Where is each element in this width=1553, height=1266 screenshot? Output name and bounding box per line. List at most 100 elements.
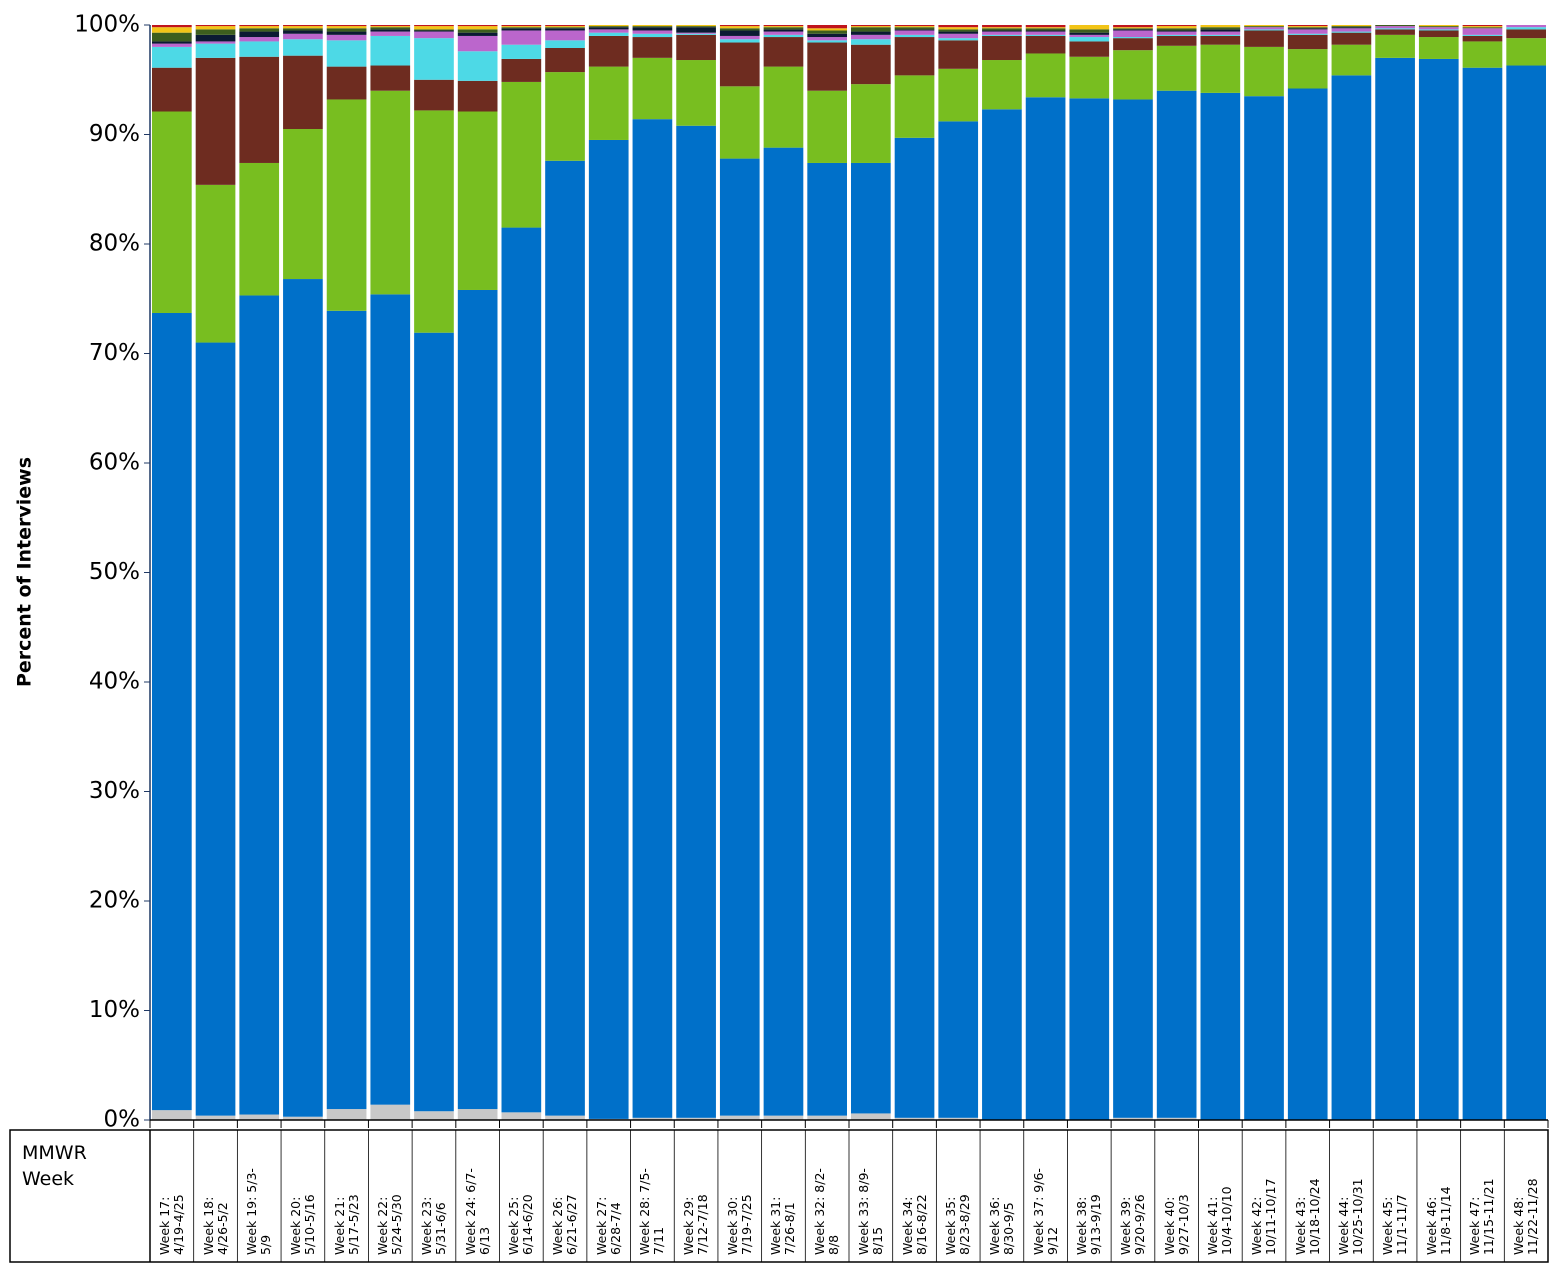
bar-segment bbox=[370, 294, 411, 1105]
bar-segment bbox=[807, 1115, 847, 1120]
bar-segment bbox=[1375, 25, 1415, 27]
bar-segment bbox=[1418, 58, 1459, 1121]
bar-segment bbox=[545, 160, 585, 1116]
bar-segment bbox=[326, 66, 367, 100]
bar-segment bbox=[1287, 34, 1328, 50]
bar-segment bbox=[501, 30, 542, 45]
x-tick-label: Week 23: 5/31-6/6 bbox=[418, 1196, 448, 1255]
bar-segment bbox=[1069, 37, 1110, 42]
bar-segment bbox=[763, 26, 804, 28]
bar-segment bbox=[938, 68, 979, 122]
x-tick-label: Week 45: 11/1-11/7 bbox=[1380, 1194, 1410, 1255]
x-tick-label: Week 18: 4/26-5/2 bbox=[200, 1196, 230, 1255]
bar-segment bbox=[152, 67, 192, 112]
bar-segment bbox=[545, 26, 585, 28]
bar-segment bbox=[195, 29, 236, 35]
bar-segment bbox=[1287, 49, 1328, 89]
bar-segment bbox=[1025, 31, 1066, 35]
bar-segment bbox=[807, 40, 847, 43]
bar-segment bbox=[239, 28, 280, 32]
bar-segment bbox=[938, 38, 979, 41]
bar-segment bbox=[326, 34, 367, 41]
bar-segment bbox=[851, 34, 891, 40]
bar-segment bbox=[1418, 30, 1459, 38]
bar-segment bbox=[1069, 25, 1110, 30]
bar-segment bbox=[632, 37, 673, 58]
bar-segment bbox=[938, 25, 979, 28]
bar-segment bbox=[938, 33, 979, 39]
bar-segment bbox=[938, 31, 979, 34]
bar-segment bbox=[894, 37, 935, 76]
bar-segment bbox=[1156, 31, 1197, 35]
bar-segment bbox=[632, 25, 673, 27]
bar-segment bbox=[938, 1117, 979, 1120]
bar-segment bbox=[632, 26, 673, 28]
bar-segment bbox=[676, 34, 716, 61]
bar-segment bbox=[1506, 25, 1546, 28]
bar-segment bbox=[807, 25, 847, 29]
bar-segment bbox=[1418, 25, 1459, 27]
bar-segment bbox=[719, 42, 760, 87]
x-tick-label: Week 42: 10/11-10/17 bbox=[1249, 1178, 1279, 1255]
bar-segment bbox=[1200, 34, 1241, 36]
bar-segment bbox=[1113, 28, 1153, 30]
bar-segment bbox=[283, 39, 323, 56]
bar-segment bbox=[326, 1109, 367, 1120]
bar-segment bbox=[501, 227, 542, 1113]
bar-segment bbox=[1156, 30, 1197, 32]
bar-segment bbox=[1244, 26, 1284, 28]
bar-segment bbox=[283, 33, 323, 40]
bar-segment bbox=[851, 27, 891, 32]
bar-segment bbox=[414, 30, 454, 32]
bar-segment bbox=[851, 31, 891, 35]
bar-segment bbox=[152, 46, 192, 68]
bar-segment bbox=[1331, 26, 1372, 28]
bar-segment bbox=[414, 31, 454, 39]
bar-segment bbox=[632, 57, 673, 120]
bar-segment bbox=[588, 139, 629, 1119]
bar-segment bbox=[1200, 25, 1241, 28]
bar-segment bbox=[719, 35, 760, 40]
bar-segment bbox=[894, 34, 935, 38]
bar-segment bbox=[982, 109, 1022, 1120]
x-tick-label: Week 39: 9/20-9/26 bbox=[1117, 1194, 1147, 1255]
bar-segment bbox=[938, 27, 979, 30]
bar-segment bbox=[1113, 50, 1153, 100]
bar-segment bbox=[195, 342, 236, 1116]
bar-segment bbox=[1418, 29, 1459, 31]
x-tick-label: Week 35: 8/23-8/29 bbox=[943, 1194, 973, 1255]
x-tick-label: Week 31: 7/26-8/1 bbox=[768, 1196, 798, 1255]
bar-segment bbox=[1156, 34, 1197, 36]
bar-segment bbox=[807, 37, 847, 41]
bar-segment bbox=[938, 121, 979, 1118]
bar-segment bbox=[588, 29, 629, 33]
y-tick-label: 80% bbox=[89, 231, 140, 257]
x-tick-label: Week 38: 9/13-9/19 bbox=[1074, 1194, 1104, 1255]
bar-segment bbox=[457, 289, 498, 1110]
bar-segment bbox=[938, 29, 979, 32]
bar-segment bbox=[501, 26, 542, 28]
bar-segment bbox=[457, 51, 498, 81]
bar-segment bbox=[1331, 27, 1372, 29]
bar-segment bbox=[632, 30, 673, 34]
y-tick-label: 40% bbox=[89, 669, 140, 695]
bar-segment bbox=[239, 37, 280, 42]
bar-segment bbox=[982, 35, 1022, 61]
bar-segment bbox=[1156, 45, 1197, 91]
bar-segment bbox=[414, 332, 454, 1112]
bar-segment bbox=[370, 31, 411, 36]
bar-segment bbox=[1462, 34, 1503, 36]
bar-segment bbox=[982, 31, 1022, 35]
bar-segment bbox=[807, 42, 847, 91]
bar-segment bbox=[1331, 28, 1372, 32]
bar-segment bbox=[1375, 57, 1415, 1121]
bar-segment bbox=[1331, 31, 1372, 33]
bar-segment bbox=[1331, 75, 1372, 1121]
bar-segment bbox=[763, 147, 804, 1116]
bar-segment bbox=[326, 99, 367, 311]
bar-segment bbox=[1287, 33, 1328, 35]
bar-segment bbox=[1287, 88, 1328, 1120]
x-tick-label: Week 17: 4/19-4/25 bbox=[156, 1194, 186, 1255]
bar-segment bbox=[982, 25, 1022, 28]
bar-segment bbox=[414, 79, 454, 111]
